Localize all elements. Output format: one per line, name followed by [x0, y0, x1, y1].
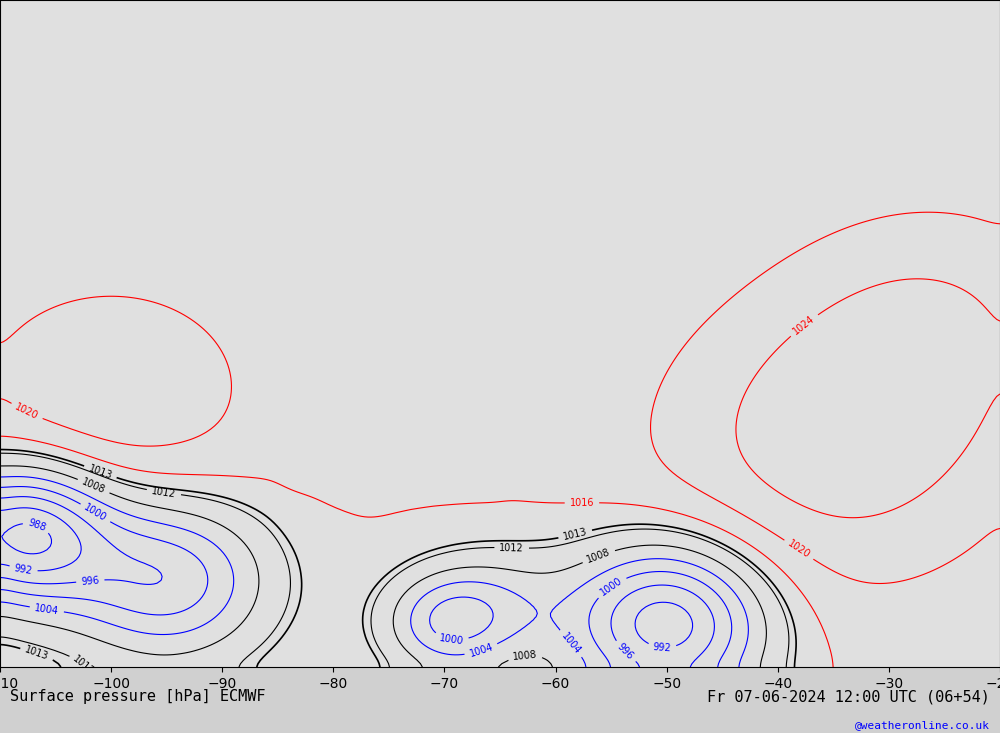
Text: 988: 988 — [26, 517, 47, 533]
Text: 1008: 1008 — [80, 476, 107, 496]
Text: 1000: 1000 — [598, 575, 624, 597]
Text: 1012: 1012 — [151, 486, 177, 499]
Text: 996: 996 — [81, 575, 100, 586]
Text: 1000: 1000 — [439, 633, 464, 646]
Text: 1020: 1020 — [786, 539, 812, 561]
Text: 1024: 1024 — [791, 314, 817, 336]
Text: 1004: 1004 — [468, 641, 494, 659]
Text: 1008: 1008 — [585, 547, 612, 565]
Text: 1013: 1013 — [24, 645, 50, 662]
Text: @weatheronline.co.uk: @weatheronline.co.uk — [855, 720, 990, 730]
Text: 1020: 1020 — [13, 402, 40, 421]
Text: 1004: 1004 — [559, 631, 582, 656]
Text: 1013: 1013 — [87, 463, 114, 481]
Text: 992: 992 — [653, 642, 672, 653]
Text: 1016: 1016 — [570, 498, 594, 508]
Text: Surface pressure [hPa] ECMWF: Surface pressure [hPa] ECMWF — [10, 689, 266, 704]
Text: 1004: 1004 — [34, 603, 60, 616]
Text: Fr 07-06-2024 12:00 UTC (06+54): Fr 07-06-2024 12:00 UTC (06+54) — [707, 689, 990, 704]
Text: 1012: 1012 — [499, 542, 524, 553]
Text: 1012: 1012 — [71, 655, 96, 677]
Text: 1000: 1000 — [82, 502, 109, 523]
Text: 1008: 1008 — [512, 649, 538, 662]
Text: 1013: 1013 — [562, 526, 588, 542]
Text: 996: 996 — [615, 641, 635, 662]
Text: 992: 992 — [13, 563, 33, 576]
